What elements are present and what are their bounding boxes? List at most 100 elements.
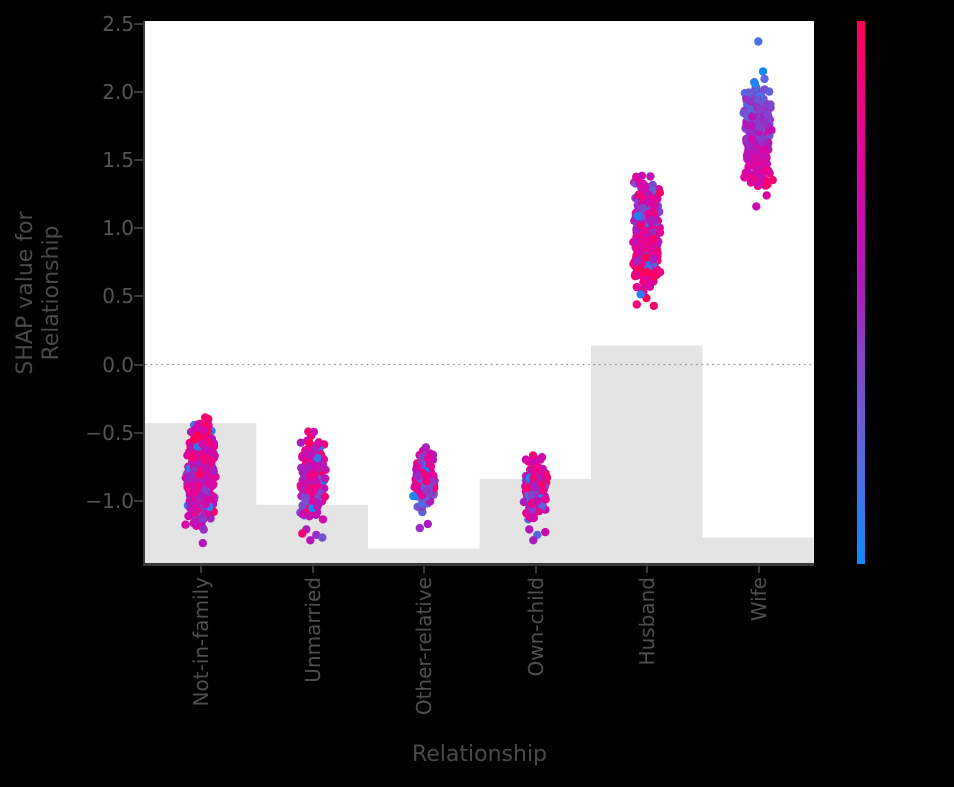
- shap-point: [195, 469, 205, 479]
- shap-point: [637, 171, 647, 180]
- shap-point: [541, 527, 550, 537]
- scatter-points-layer: [181, 37, 777, 548]
- shap-point: [763, 180, 772, 189]
- shap-point: [745, 88, 754, 97]
- shap-point: [648, 254, 657, 264]
- shap-point: [206, 514, 215, 523]
- shap-point: [181, 520, 190, 529]
- shap-point: [636, 290, 645, 299]
- shap-point: [306, 451, 315, 460]
- shap-point: [318, 533, 327, 542]
- shap-point: [523, 484, 532, 493]
- shap-point: [763, 110, 772, 119]
- shap-point: [747, 121, 756, 130]
- shap-point: [204, 453, 213, 462]
- x-tick-mark: [423, 566, 426, 573]
- y-axis-label-line2: Relationship: [39, 225, 64, 361]
- x-tick-label-not-in-family: Not-in-family: [189, 577, 214, 707]
- shap-point: [541, 495, 550, 504]
- shap-point: [320, 492, 330, 501]
- shap-point: [308, 496, 317, 505]
- shap-point: [647, 247, 656, 256]
- shap-point: [198, 538, 207, 548]
- x-tick-label-own-child: Own-child: [523, 577, 548, 677]
- shap-point: [759, 158, 768, 168]
- shap-point: [633, 211, 642, 221]
- shap-point: [527, 499, 536, 508]
- shap-point: [529, 473, 539, 482]
- shap-point: [754, 37, 763, 46]
- shap-point: [748, 112, 757, 121]
- shap-point: [194, 481, 203, 490]
- shap-point: [189, 454, 198, 463]
- shap-point: [199, 525, 208, 534]
- shap-point: [632, 256, 642, 266]
- shap-point: [529, 513, 538, 523]
- y-tick-mark: [134, 499, 143, 502]
- shap-point: [198, 515, 208, 525]
- y-axis-label: SHAP value for Relationship: [13, 143, 65, 443]
- x-tick-mark: [646, 566, 649, 573]
- shap-point: [186, 487, 195, 497]
- shap-point: [648, 207, 657, 216]
- shap-point: [755, 122, 764, 132]
- shap-point: [301, 493, 311, 502]
- shap-point: [647, 216, 656, 225]
- hist-bar: [368, 548, 480, 563]
- shap-point: [201, 485, 210, 495]
- shap-point: [632, 282, 641, 292]
- shap-point: [751, 145, 760, 154]
- shap-point: [305, 438, 314, 447]
- shap-point: [538, 486, 547, 495]
- shap-point: [754, 179, 763, 189]
- shap-point: [304, 427, 313, 436]
- shap-point: [649, 301, 658, 311]
- shap-point: [314, 439, 323, 448]
- shap-point: [423, 519, 432, 529]
- x-tick-mark: [311, 566, 314, 573]
- x-tick-mark: [200, 566, 203, 573]
- shap-point: [415, 523, 424, 533]
- colorbar: [857, 21, 865, 564]
- shap-point: [655, 188, 665, 197]
- shap-point: [760, 74, 769, 84]
- shap-point: [198, 439, 207, 449]
- shap-point: [640, 184, 649, 193]
- hist-bar: [702, 537, 814, 563]
- y-tick-label: 0.5: [102, 284, 134, 309]
- y-tick-label: 2.5: [102, 11, 134, 36]
- shap-point: [203, 479, 213, 488]
- shap-point: [417, 453, 427, 462]
- shap-point: [412, 462, 422, 471]
- shap-point: [189, 470, 198, 479]
- shap-point: [758, 67, 768, 76]
- shap-point: [313, 453, 322, 463]
- shap-point: [527, 490, 536, 499]
- y-tick-label: 1.0: [102, 216, 134, 241]
- shap-point: [304, 464, 313, 473]
- y-tick-mark: [134, 159, 143, 162]
- shap-point: [421, 443, 431, 452]
- shap-point: [636, 204, 646, 213]
- shap-point: [765, 87, 774, 96]
- shap-point: [646, 172, 655, 181]
- shap-point: [632, 300, 641, 309]
- y-axis-spine: [143, 21, 145, 566]
- shap-point: [655, 267, 665, 277]
- y-tick-label: −1.0: [85, 488, 134, 513]
- shap-point: [529, 536, 538, 545]
- y-tick-label: −0.5: [85, 420, 134, 445]
- x-axis-label: Relationship: [411, 742, 548, 767]
- y-tick-label: 1.5: [102, 148, 134, 173]
- x-tick-label-unmarried: Unmarried: [300, 577, 325, 683]
- shap-point: [638, 227, 647, 236]
- x-tick-mark: [757, 566, 760, 573]
- shap-point: [307, 470, 317, 479]
- x-axis-spine: [143, 563, 814, 566]
- shap-point: [201, 499, 210, 509]
- y-tick-mark: [134, 295, 143, 298]
- y-tick-mark: [134, 363, 143, 366]
- shap-point: [762, 191, 771, 200]
- shap-point: [205, 446, 214, 456]
